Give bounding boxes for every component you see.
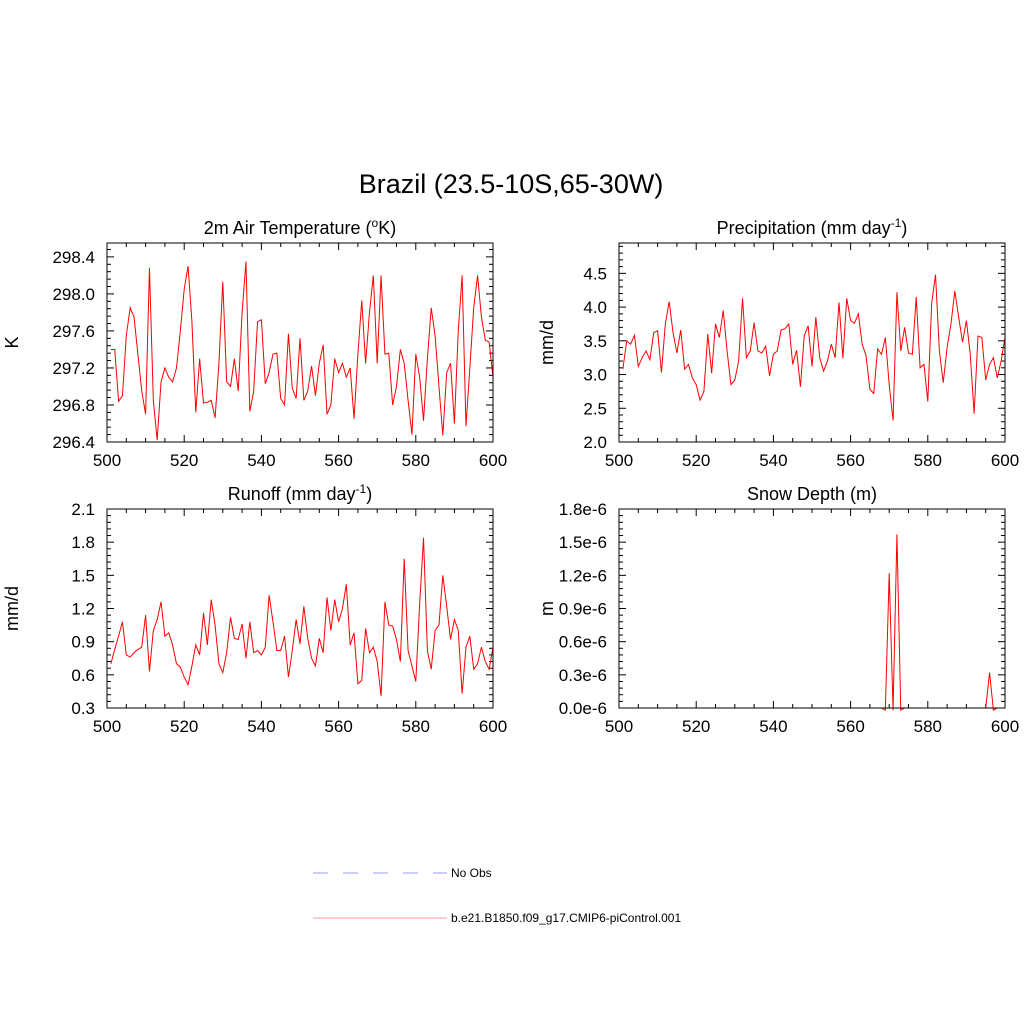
x-tick-label: 600: [991, 717, 1019, 736]
series-line-precipitation: [622, 274, 1006, 421]
x-tick-label: 500: [605, 717, 633, 736]
x-tick-label: 540: [759, 451, 787, 470]
series-line-runoff: [110, 537, 494, 696]
y-tick-label: 298.0: [52, 285, 95, 304]
x-tick-label: 540: [247, 451, 275, 470]
legend-item: No Obs: [313, 866, 492, 880]
panel-title-text-end: ): [366, 484, 372, 504]
y-tick-label: 0.0e-6: [559, 699, 607, 718]
panel-title-temperature: 2m Air Temperature (oK): [204, 216, 396, 238]
x-tick-label: 540: [247, 717, 275, 736]
plot-frame-runoff: [106, 508, 494, 709]
x-tick-label: 580: [914, 451, 942, 470]
x-tick-label: 500: [605, 451, 633, 470]
y-tick-label: 296.8: [52, 396, 95, 415]
legend-label: b.e21.B1850.f09_g17.CMIP6-piControl.001: [451, 911, 681, 925]
x-tick-label: 560: [324, 451, 352, 470]
y-tick-label: 0.6: [71, 666, 95, 685]
x-tick-label: 560: [324, 717, 352, 736]
x-tick-label: 580: [402, 717, 430, 736]
x-tick-label: 600: [479, 451, 507, 470]
y-tick-label: 1.8e-6: [559, 500, 607, 519]
y-tick-label: 298.4: [52, 248, 95, 267]
y-tick-label: 1.8: [71, 533, 95, 552]
x-tick-label: 600: [479, 717, 507, 736]
plot-frame-snow-depth: [618, 508, 1006, 709]
y-tick-label: 0.6e-6: [559, 633, 607, 652]
panel-title-text-end: ): [901, 218, 907, 238]
x-tick-label: 580: [914, 717, 942, 736]
x-tick-label: 560: [836, 451, 864, 470]
panel-title-superscript: -1: [356, 482, 367, 496]
x-tick-label: 600: [991, 451, 1019, 470]
y-tick-label: 1.5e-6: [559, 533, 607, 552]
panel-precipitation: Precipitation (mm day-1) mm/d 500 520 540 560…: [537, 216, 1019, 470]
y-tick-label: 0.9e-6: [559, 600, 607, 619]
legend-label: No Obs: [451, 866, 492, 880]
legend: No Obs b.e21.B1850.f09_g17.CMIP6-piContro…: [313, 866, 681, 925]
plot-frame-temperature: [106, 242, 494, 443]
y-axis-label-precipitation: mm/d: [537, 320, 557, 365]
panel-title-snow-depth: Snow Depth (m): [747, 484, 877, 504]
y-tick-label: 0.3: [71, 699, 95, 718]
y-tick-label: 297.6: [52, 322, 95, 341]
legend-item: b.e21.B1850.f09_g17.CMIP6-piControl.001: [313, 911, 681, 925]
panel-title-text: Snow Depth (m): [747, 484, 877, 504]
panel-title-text: Precipitation (mm day: [717, 218, 891, 238]
panel-title-text: 2m Air Temperature (: [204, 218, 372, 238]
y-tick-label: 2.0: [583, 433, 607, 452]
panels: 2m Air Temperature (oK) K 500 520 540 560 580 6…: [2, 216, 1019, 736]
y-tick-label: 3.5: [583, 332, 607, 351]
y-tick-label: 0.3e-6: [559, 666, 607, 685]
y-axis-label-runoff: mm/d: [2, 586, 22, 631]
x-tick-label: 520: [170, 717, 198, 736]
y-tick-label: 2.5: [583, 399, 607, 418]
figure-title: Brazil (23.5-10S,65-30W): [359, 169, 664, 199]
panel-title-precipitation: Precipitation (mm day-1): [717, 216, 908, 238]
y-tick-label: 2.1: [71, 500, 95, 519]
y-axis-label-temperature: K: [2, 336, 22, 348]
x-tick-label: 520: [682, 451, 710, 470]
y-tick-label: 1.2e-6: [559, 566, 607, 585]
x-tick-label: 560: [836, 717, 864, 736]
x-tick-label: 520: [170, 451, 198, 470]
y-tick-label: 297.2: [52, 359, 95, 378]
panel-title-superscript: o: [372, 216, 379, 230]
panel-title-text: Runoff (mm day: [228, 484, 356, 504]
y-tick-label: 296.4: [52, 433, 95, 452]
y-tick-label: 1.5: [71, 566, 95, 585]
panel-title-text-end: K): [378, 218, 396, 238]
y-tick-label: 4.5: [583, 264, 607, 283]
y-tick-label: 3.0: [583, 366, 607, 385]
y-tick-label: 4.0: [583, 298, 607, 317]
plot-frame-precipitation: [618, 242, 1006, 443]
x-tick-label: 520: [682, 717, 710, 736]
panel-title-superscript: -1: [891, 216, 902, 230]
panel-title-runoff: Runoff (mm day-1): [228, 482, 372, 504]
x-tick-label: 500: [93, 451, 121, 470]
x-tick-label: 540: [759, 717, 787, 736]
x-tick-label: 580: [402, 451, 430, 470]
x-tick-label: 500: [93, 717, 121, 736]
series-line-snow-depth: [622, 534, 1005, 712]
panel-temperature: 2m Air Temperature (oK) K 500 520 540 560 580 6…: [2, 216, 507, 470]
series-line-temperature: [110, 261, 494, 441]
y-axis-label-snow-depth: m: [537, 601, 557, 616]
panel-snow-depth: Snow Depth (m) m 500 520 540 560 580 600 0.0e-6 0…: [537, 484, 1019, 736]
y-tick-label: 0.9: [71, 633, 95, 652]
panel-runoff: Runoff (mm day-1) mm/d 500 520 540 560 580 600 0…: [2, 482, 507, 736]
y-tick-label: 1.2: [71, 600, 95, 619]
